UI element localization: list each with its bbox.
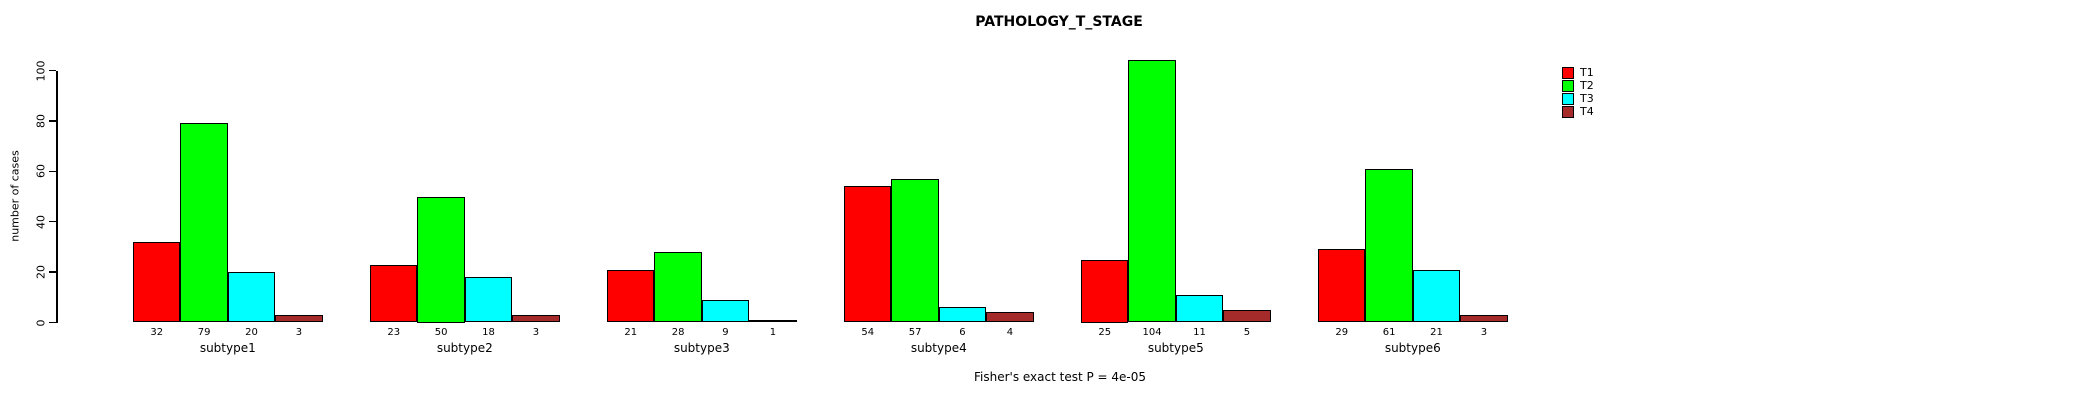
bar-value-label: 23 bbox=[387, 327, 401, 338]
y-axis-tick-label: 80 bbox=[34, 113, 48, 128]
bar-t1-subtype6 bbox=[1318, 249, 1366, 323]
bar-value-label: 104 bbox=[1142, 327, 1162, 338]
legend-label: T3 bbox=[1580, 92, 1594, 105]
y-axis-tick bbox=[49, 120, 56, 122]
x-category-label: subtype5 bbox=[1147, 341, 1204, 355]
bar-t2-subtype5 bbox=[1128, 60, 1176, 323]
bar-value-label: 61 bbox=[1382, 327, 1396, 338]
bar-value-label: 29 bbox=[1335, 327, 1349, 338]
bar-value-label: 20 bbox=[245, 327, 258, 338]
bar-value-label: 11 bbox=[1193, 327, 1206, 338]
x-category-label: subtype6 bbox=[1384, 341, 1441, 355]
bar-value-label: 54 bbox=[861, 327, 875, 338]
bar-t1-subtype2 bbox=[370, 264, 418, 323]
bar-value-label: 21 bbox=[1430, 327, 1443, 338]
bar-t2-subtype6 bbox=[1365, 168, 1413, 323]
legend-swatch-t3 bbox=[1562, 92, 1574, 105]
bar-t4-subtype2 bbox=[512, 314, 560, 323]
x-category-label: subtype3 bbox=[673, 341, 730, 355]
legend-item: T1 bbox=[1562, 66, 1594, 79]
legend-item: T3 bbox=[1562, 92, 1594, 105]
bar-value-label: 28 bbox=[671, 327, 685, 338]
legend-swatch-t2 bbox=[1562, 79, 1574, 92]
legend-label: T2 bbox=[1580, 79, 1594, 92]
y-axis-tick bbox=[49, 170, 56, 173]
y-axis-tick bbox=[49, 69, 56, 72]
y-axis-tick-label: 100 bbox=[34, 60, 48, 81]
y-axis-tick-label: 20 bbox=[34, 265, 48, 280]
y-axis-label: number of cases bbox=[8, 150, 22, 242]
y-axis-tick-label: 60 bbox=[34, 164, 48, 179]
bar-t1-subtype4 bbox=[844, 186, 892, 323]
legend-item: T2 bbox=[1562, 79, 1594, 92]
bar-value-label: 9 bbox=[722, 327, 729, 338]
bar-t2-subtype1 bbox=[180, 123, 228, 323]
legend: T1 T2 T3 T4 bbox=[1562, 66, 1594, 118]
bar-t1-subtype5 bbox=[1081, 259, 1129, 323]
bar-value-label: 4 bbox=[1006, 327, 1014, 338]
y-axis-tick bbox=[49, 271, 56, 273]
y-axis-tick-label: 0 bbox=[34, 319, 48, 326]
footer-annotation: Fisher's exact test P = 4e-05 bbox=[973, 370, 1147, 384]
bar-t3-subtype6 bbox=[1412, 269, 1461, 323]
bar-t1-subtype1 bbox=[133, 241, 181, 323]
bar-value-label: 25 bbox=[1098, 327, 1112, 338]
y-axis-line bbox=[56, 70, 58, 323]
bar-t4-subtype5 bbox=[1223, 309, 1271, 323]
bar-t3-subtype4 bbox=[938, 307, 987, 323]
bar-t1-subtype3 bbox=[607, 269, 655, 323]
bar-value-label: 18 bbox=[482, 327, 495, 338]
y-axis-tick bbox=[49, 321, 56, 324]
x-category-label: subtype4 bbox=[910, 341, 967, 355]
x-category-label: subtype1 bbox=[199, 341, 256, 355]
bar-value-label: 79 bbox=[197, 327, 211, 338]
bar-value-label: 50 bbox=[434, 327, 448, 338]
y-axis-tick-label: 40 bbox=[34, 214, 48, 229]
bar-t4-subtype6 bbox=[1460, 314, 1508, 323]
bar-t2-subtype4 bbox=[891, 178, 939, 323]
bar-value-label: 3 bbox=[532, 327, 540, 338]
bar-t4-subtype3 bbox=[749, 319, 797, 323]
bar-t2-subtype3 bbox=[654, 251, 702, 323]
bar-value-label: 3 bbox=[1480, 327, 1488, 338]
bar-t3-subtype2 bbox=[464, 277, 513, 323]
legend-item: T4 bbox=[1562, 105, 1594, 118]
bar-value-label: 6 bbox=[959, 327, 966, 338]
bar-t4-subtype1 bbox=[275, 314, 323, 323]
bar-t2-subtype2 bbox=[417, 196, 465, 323]
bar-t3-subtype3 bbox=[701, 299, 750, 323]
legend-label: T1 bbox=[1580, 66, 1594, 79]
bar-t4-subtype4 bbox=[986, 312, 1034, 323]
bar-value-label: 57 bbox=[908, 327, 922, 338]
bar-t3-subtype5 bbox=[1175, 294, 1224, 323]
bar-value-label: 21 bbox=[624, 327, 638, 338]
legend-swatch-t4 bbox=[1562, 105, 1574, 118]
chart-title: PATHOLOGY_T_STAGE bbox=[975, 14, 1143, 30]
bar-value-label: 1 bbox=[769, 327, 777, 338]
bar-t3-subtype1 bbox=[227, 272, 276, 323]
legend-label: T4 bbox=[1580, 105, 1594, 118]
bar-value-label: 32 bbox=[150, 327, 164, 338]
y-axis-tick bbox=[49, 220, 56, 223]
bar-value-label: 3 bbox=[295, 327, 303, 338]
legend-swatch-t1 bbox=[1562, 66, 1574, 79]
x-category-label: subtype2 bbox=[436, 341, 493, 355]
bar-value-label: 5 bbox=[1243, 327, 1251, 338]
